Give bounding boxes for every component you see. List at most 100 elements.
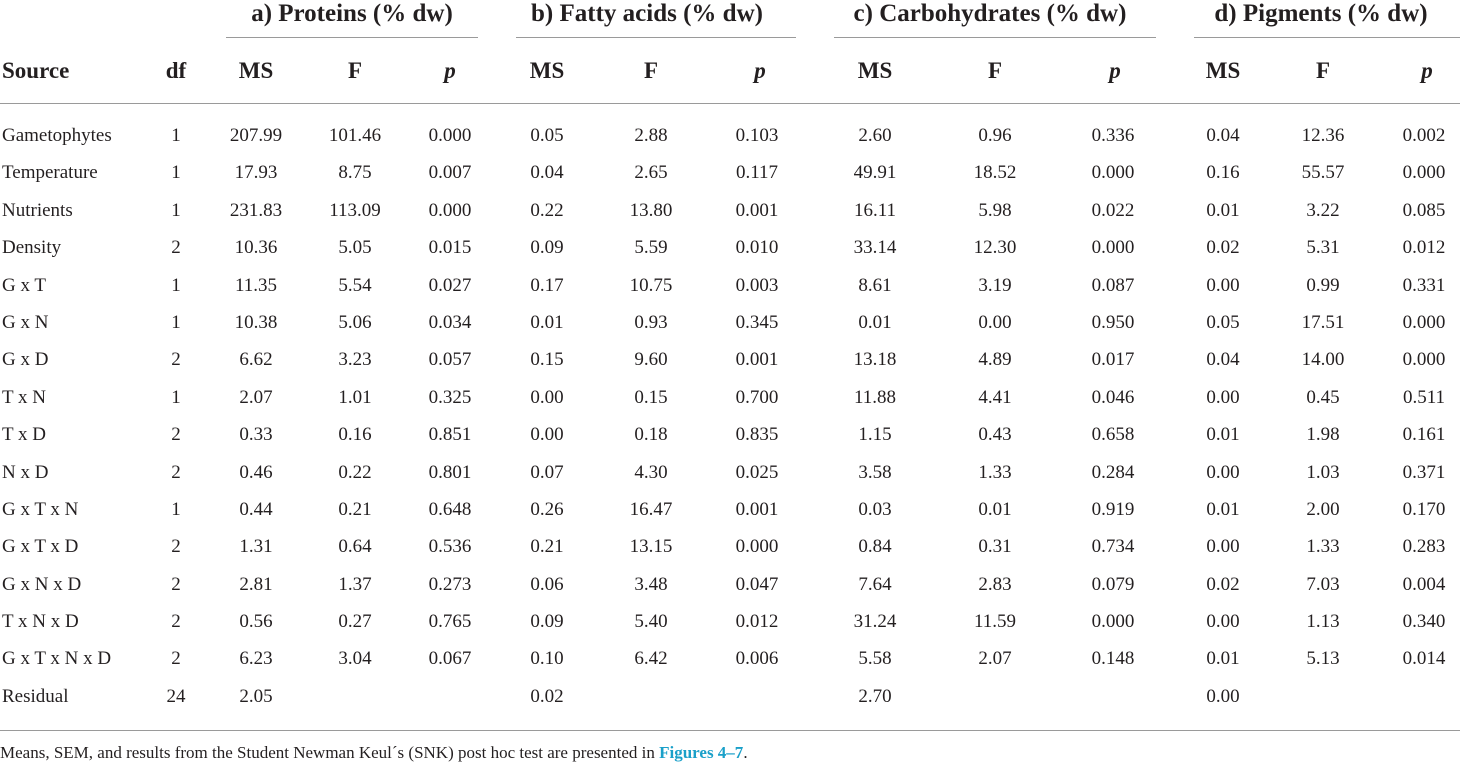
cell-pig-f: 5.31 bbox=[1306, 237, 1340, 259]
cell-carb-p: 0.017 bbox=[1091, 349, 1135, 371]
cell-pig-f: 0.45 bbox=[1306, 386, 1340, 408]
cell-df: 2 bbox=[171, 573, 181, 595]
cell-df: 1 bbox=[171, 162, 181, 184]
cell-carb-f: 2.07 bbox=[978, 648, 1012, 670]
cell-pig-ms: 0.02 bbox=[1206, 573, 1240, 595]
cell-fatty-p: 0.001 bbox=[735, 199, 779, 221]
cell-pig-p: 0.002 bbox=[1402, 125, 1446, 146]
cell-source: G x N bbox=[2, 311, 49, 333]
cell-proteins-f bbox=[315, 678, 395, 715]
cell-fatty-p: 0.001 bbox=[735, 498, 779, 520]
header-pig-p: p bbox=[1421, 58, 1433, 83]
cell-df: 1 bbox=[171, 498, 181, 520]
group-proteins: a) Proteins (% dw) bbox=[251, 0, 453, 27]
cell-carb-ms: 49.91 bbox=[853, 162, 897, 184]
cell-df: 2 bbox=[171, 648, 181, 670]
cell-proteins-f: 0.64 bbox=[338, 536, 372, 558]
group-header-row: a) Proteins (% dw) b) Fatty acids (% dw)… bbox=[0, 0, 1460, 40]
cell-carb-p: 0.950 bbox=[1091, 311, 1135, 333]
table-row: Residual 24 2.05 0.02 2.70 0.00 bbox=[0, 678, 1460, 715]
cell-df: 2 bbox=[171, 611, 181, 633]
cell-fatty-p: 0.012 bbox=[735, 611, 779, 633]
cell-pig-f: 55.57 bbox=[1301, 162, 1345, 184]
cell-fatty-f: 2.65 bbox=[634, 162, 668, 184]
cell-fatty-f: 2.88 bbox=[634, 125, 668, 146]
cell-fatty-ms: 0.04 bbox=[530, 162, 564, 184]
footnote-text: Means, SEM, and results from the Student… bbox=[0, 743, 660, 762]
cell-fatty-f: 13.15 bbox=[629, 536, 673, 558]
cell-pig-f: 17.51 bbox=[1301, 311, 1345, 333]
cell-proteins-ms: 10.38 bbox=[234, 311, 278, 333]
cell-fatty-p: 0.010 bbox=[735, 237, 779, 259]
cell-fatty-p: 0.006 bbox=[735, 648, 779, 670]
cell-fatty-f: 5.40 bbox=[634, 611, 668, 633]
cell-carb-ms: 11.88 bbox=[853, 386, 897, 408]
cell-source: G x D bbox=[2, 349, 49, 371]
figures-link[interactable]: Figures 4–7 bbox=[659, 743, 744, 762]
footnote-end: . bbox=[743, 743, 748, 762]
cell-pig-ms: 0.05 bbox=[1206, 311, 1240, 333]
table-row: G x T 1 11.35 5.54 0.027 0.17 10.75 0.003 8.61 3.… bbox=[0, 267, 1460, 304]
cell-carb-p: 0.734 bbox=[1091, 536, 1135, 558]
cell-fatty-ms: 0.22 bbox=[530, 199, 564, 221]
cell-fatty-ms: 0.09 bbox=[530, 611, 564, 633]
cell-fatty-f: 4.30 bbox=[634, 461, 668, 483]
cell-fatty-ms: 0.17 bbox=[530, 274, 564, 296]
cell-fatty-f: 10.75 bbox=[629, 274, 673, 296]
cell-carb-f bbox=[955, 678, 1035, 715]
cell-fatty-ms: 0.10 bbox=[530, 648, 564, 670]
cell-carb-ms: 33.14 bbox=[853, 237, 897, 259]
header-rule bbox=[0, 103, 1460, 104]
cell-proteins-p bbox=[410, 678, 490, 715]
cell-proteins-f: 5.06 bbox=[338, 311, 372, 333]
table-row: G x N x D 2 2.81 1.37 0.273 0.06 3.48 0.047 7.64… bbox=[0, 566, 1460, 603]
cell-carb-ms: 0.03 bbox=[858, 498, 892, 520]
header-fatty-ms: MS bbox=[529, 58, 565, 83]
cell-carb-f: 18.52 bbox=[973, 162, 1017, 184]
cell-carb-p: 0.336 bbox=[1091, 125, 1135, 146]
cell-source: G x T x D bbox=[2, 536, 79, 558]
header-df: df bbox=[165, 58, 187, 83]
table-row: G x D 2 6.62 3.23 0.057 0.15 9.60 0.001 13.18 4.8… bbox=[0, 341, 1460, 378]
cell-fatty-p: 0.103 bbox=[735, 125, 779, 146]
cell-proteins-f: 101.46 bbox=[328, 125, 382, 146]
cell-fatty-f: 13.80 bbox=[629, 199, 673, 221]
cell-carb-p: 0.000 bbox=[1091, 162, 1135, 184]
header-pig-ms: MS bbox=[1205, 58, 1241, 83]
table-row: Gametophytes 1 207.99 101.46 0.000 0.05 2.88 0.… bbox=[0, 117, 1460, 154]
cell-proteins-f: 3.23 bbox=[338, 349, 372, 371]
cell-carb-p: 0.000 bbox=[1091, 611, 1135, 633]
cell-source: G x N x D bbox=[2, 573, 82, 595]
cell-pig-p: 0.331 bbox=[1402, 274, 1446, 296]
cell-proteins-p: 0.000 bbox=[428, 125, 472, 146]
cell-source: G x T x N bbox=[2, 498, 79, 520]
cell-fatty-f: 5.59 bbox=[634, 237, 668, 259]
cell-proteins-p: 0.057 bbox=[428, 349, 472, 371]
cell-fatty-f: 0.15 bbox=[634, 386, 668, 408]
cell-carb-p: 0.658 bbox=[1091, 424, 1135, 446]
cell-fatty-ms: 0.21 bbox=[530, 536, 564, 558]
cell-proteins-ms: 2.81 bbox=[239, 573, 273, 595]
cell-pig-p: 0.170 bbox=[1402, 498, 1446, 520]
cell-fatty-ms: 0.26 bbox=[530, 498, 564, 520]
table-row: T x N 1 2.07 1.01 0.325 0.00 0.15 0.700 11.88 4.4… bbox=[0, 379, 1460, 416]
cell-pig-f: 0.99 bbox=[1306, 274, 1340, 296]
cell-carb-f: 11.59 bbox=[973, 611, 1017, 633]
cell-pig-p: 0.161 bbox=[1402, 424, 1446, 446]
group-rule-pigments bbox=[1194, 37, 1460, 38]
header-carb-f: F bbox=[987, 58, 1003, 83]
cell-pig-p: 0.004 bbox=[1402, 573, 1446, 595]
cell-carb-f: 0.96 bbox=[978, 125, 1012, 146]
cell-carb-p: 0.087 bbox=[1091, 274, 1135, 296]
cell-proteins-ms: 0.44 bbox=[239, 498, 273, 520]
cell-proteins-p: 0.027 bbox=[428, 274, 472, 296]
cell-carb-ms: 7.64 bbox=[858, 573, 892, 595]
cell-proteins-p: 0.851 bbox=[428, 424, 472, 446]
cell-proteins-ms: 17.93 bbox=[234, 162, 278, 184]
cell-proteins-ms: 0.33 bbox=[239, 424, 273, 446]
cell-carb-f: 4.41 bbox=[978, 386, 1012, 408]
header-carb-p: p bbox=[1109, 58, 1121, 83]
cell-proteins-f: 0.16 bbox=[338, 424, 372, 446]
cell-proteins-ms: 231.83 bbox=[229, 199, 283, 221]
cell-pig-p: 0.012 bbox=[1402, 237, 1446, 259]
